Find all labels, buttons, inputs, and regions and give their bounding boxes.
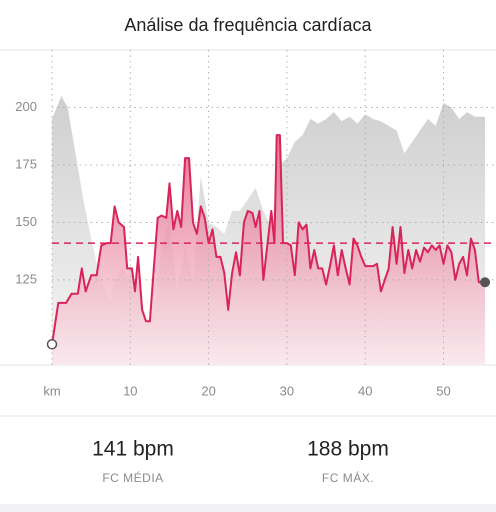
end-marker [480, 277, 491, 288]
y-tick-label: 150 [15, 214, 37, 229]
stat-value: 141 bpm [92, 438, 174, 461]
x-tick-label: 50 [436, 383, 450, 398]
stat-value: 188 bpm [307, 438, 389, 461]
x-tick-label: 30 [280, 383, 294, 398]
chart-title: Análise da frequência cardíaca [124, 15, 372, 35]
bottom-strip [0, 504, 496, 512]
x-tick-label: 10 [123, 383, 137, 398]
hr-area [52, 135, 485, 365]
x-tick-label: 20 [201, 383, 215, 398]
x-tick-label: 40 [358, 383, 372, 398]
y-tick-label: 200 [15, 99, 37, 114]
y-tick-label: 125 [15, 271, 37, 286]
hr-line [51, 134, 485, 345]
start-marker [46, 339, 58, 350]
stat-caption: FC MÁX. [322, 470, 374, 485]
x-tick-label: km [43, 383, 60, 398]
stat-caption: FC MÉDIA [102, 470, 163, 485]
y-tick-label: 175 [15, 156, 37, 171]
